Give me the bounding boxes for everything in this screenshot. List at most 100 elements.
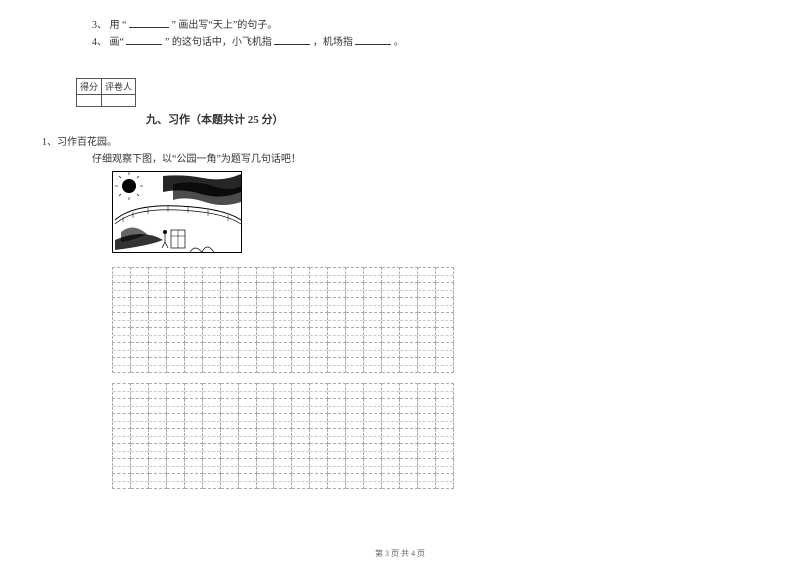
grid-cell [113,298,131,313]
grid-cell [166,343,184,358]
grid-cell [184,343,202,358]
grid-cell [166,298,184,313]
grid-cell [364,474,382,489]
grid-cell [130,343,148,358]
grid-cell [417,298,435,313]
grid-cell [184,328,202,343]
grid-cell [400,474,418,489]
grid-cell [166,358,184,373]
grid-cell [130,283,148,298]
grid-cell [220,313,238,328]
grid-cell [310,384,328,399]
grid-cell [346,459,364,474]
grid-cell [328,358,346,373]
grid-cell [435,444,453,459]
grid-cell [166,444,184,459]
grid-cell [292,298,310,313]
grid-cell [166,384,184,399]
grid-cell [292,313,310,328]
grid-cell [130,459,148,474]
grid-cell [292,328,310,343]
grid-cell [364,444,382,459]
grid-cell [400,429,418,444]
grid-cell [310,444,328,459]
grid-cell [184,474,202,489]
grid-cell [346,343,364,358]
grid-cell [113,414,131,429]
grid-cell [184,414,202,429]
grid-cell [184,429,202,444]
grid-cell [310,429,328,444]
grid-cell [130,384,148,399]
grid-cell [292,414,310,429]
grid-cell [130,414,148,429]
grid-cell [346,328,364,343]
grid-cell [292,358,310,373]
grid-cell [184,313,202,328]
grid-cell [238,399,256,414]
grid-cell [220,298,238,313]
grid-cell [382,444,400,459]
grid-cell [400,459,418,474]
section-title: 九、习作（本题共计 25 分） [146,111,740,127]
grid-cell [400,313,418,328]
grid-cell [130,399,148,414]
grid-cell [346,444,364,459]
grid-cell [148,283,166,298]
grid-cell [292,429,310,444]
grid-cell [256,444,274,459]
grid-cell [346,313,364,328]
grid-cell [256,343,274,358]
grid-cell [256,358,274,373]
grid-cell [113,313,131,328]
grid-cell [220,283,238,298]
park-svg [113,172,242,253]
grid-cell [310,343,328,358]
q3-post: ” 画出写“天上”的句子。 [171,20,277,31]
grid-cell [184,358,202,373]
grid-cell [364,313,382,328]
grid-cell [113,343,131,358]
grid-cell [364,343,382,358]
grid-cell [417,459,435,474]
grid-cell [220,444,238,459]
grid-cell [364,429,382,444]
grid-cell [256,384,274,399]
grid-cell [328,414,346,429]
q4-blank3 [355,35,391,45]
grid-cell [435,313,453,328]
grid-cell [346,283,364,298]
grid-cell [400,343,418,358]
grid-cell [346,399,364,414]
grid-cell [238,384,256,399]
grid-cell [382,328,400,343]
grid-cell [202,384,220,399]
grid-cell [256,283,274,298]
grid-cell [148,268,166,283]
grid-cell [256,298,274,313]
grid-cell [238,343,256,358]
grid-cell [382,343,400,358]
grid-cell [328,459,346,474]
score-table: 得分 评卷人 [76,78,136,107]
q4-end: 。 [394,37,404,48]
grid-cell [130,358,148,373]
q4-mid2: ，机场指 [313,37,353,48]
grid-cell [328,343,346,358]
grid-cell [256,268,274,283]
grid-cell [435,268,453,283]
grid-cell [346,384,364,399]
grid-cell [364,328,382,343]
grid-cell [113,358,131,373]
grid-cell [202,459,220,474]
grid-cell [202,444,220,459]
grid-cell [274,399,292,414]
grid-cell [220,459,238,474]
grid-cell [166,313,184,328]
q4-pre: 画“ [110,37,124,48]
grid-cell [382,384,400,399]
writing-grid-1 [112,267,454,373]
grid-cell [238,298,256,313]
grid-cell [148,298,166,313]
grid-cell [238,429,256,444]
